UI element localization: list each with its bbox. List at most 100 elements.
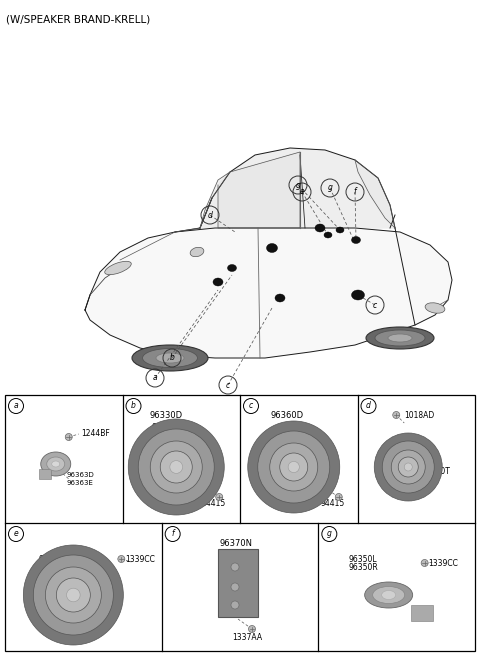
Ellipse shape <box>41 452 71 476</box>
Text: 94415: 94415 <box>321 499 345 508</box>
Circle shape <box>138 429 214 505</box>
Text: 96330D: 96330D <box>151 422 184 432</box>
Circle shape <box>216 493 223 501</box>
Text: 96363E: 96363E <box>67 480 94 486</box>
Circle shape <box>65 434 72 440</box>
Circle shape <box>280 453 308 481</box>
Text: 1339CC: 1339CC <box>429 558 458 567</box>
Ellipse shape <box>365 582 413 608</box>
Text: g: g <box>296 180 300 190</box>
Text: 96363D: 96363D <box>67 472 95 478</box>
Ellipse shape <box>315 224 325 232</box>
Text: 96350R: 96350R <box>348 562 378 571</box>
Ellipse shape <box>275 294 285 302</box>
Text: 96320T: 96320T <box>421 466 450 476</box>
Circle shape <box>118 556 125 562</box>
Text: b: b <box>169 354 174 363</box>
Polygon shape <box>85 228 452 358</box>
Text: (W/SPEAKER BRAND-KRELL): (W/SPEAKER BRAND-KRELL) <box>6 14 150 24</box>
Text: g: g <box>327 184 333 192</box>
Circle shape <box>249 626 255 632</box>
Circle shape <box>56 578 90 612</box>
Text: e: e <box>300 188 304 197</box>
Circle shape <box>67 588 80 602</box>
Text: 1339CC: 1339CC <box>125 554 155 564</box>
Ellipse shape <box>132 345 208 371</box>
Circle shape <box>128 419 224 515</box>
Text: 1018AD: 1018AD <box>404 411 434 420</box>
Circle shape <box>421 560 428 567</box>
Circle shape <box>243 398 259 413</box>
Circle shape <box>404 463 412 471</box>
Text: 96330D: 96330D <box>149 411 182 420</box>
Ellipse shape <box>105 261 131 275</box>
Ellipse shape <box>351 237 360 243</box>
Circle shape <box>248 421 340 513</box>
Text: c: c <box>249 401 253 411</box>
Ellipse shape <box>47 457 65 471</box>
Text: 1244BF: 1244BF <box>81 430 109 438</box>
Ellipse shape <box>375 330 425 346</box>
Text: f: f <box>171 529 174 539</box>
Bar <box>5 395 475 651</box>
Circle shape <box>382 441 434 493</box>
Ellipse shape <box>190 247 204 256</box>
Circle shape <box>322 527 337 541</box>
Text: c: c <box>226 380 230 390</box>
Ellipse shape <box>52 461 60 467</box>
Ellipse shape <box>388 334 412 342</box>
Ellipse shape <box>213 278 223 286</box>
Circle shape <box>270 443 318 491</box>
Ellipse shape <box>324 232 332 238</box>
Ellipse shape <box>425 303 445 313</box>
Ellipse shape <box>266 243 277 253</box>
Polygon shape <box>200 148 395 228</box>
Text: f: f <box>354 188 356 197</box>
Text: 1337AA: 1337AA <box>232 632 262 642</box>
Text: a: a <box>14 401 18 411</box>
Circle shape <box>170 461 183 474</box>
Ellipse shape <box>156 353 184 363</box>
Circle shape <box>165 527 180 541</box>
Polygon shape <box>218 152 300 228</box>
Text: d: d <box>366 401 371 411</box>
Text: 94415: 94415 <box>201 499 226 508</box>
Text: c: c <box>373 300 377 310</box>
Circle shape <box>335 493 342 501</box>
Ellipse shape <box>143 348 197 367</box>
Circle shape <box>393 411 400 419</box>
Text: a: a <box>153 373 157 382</box>
Ellipse shape <box>372 586 405 604</box>
Circle shape <box>45 567 101 623</box>
Circle shape <box>374 433 442 501</box>
Circle shape <box>9 527 24 541</box>
Circle shape <box>231 563 239 571</box>
Circle shape <box>288 461 300 472</box>
Ellipse shape <box>382 590 396 600</box>
Circle shape <box>126 398 141 413</box>
Ellipse shape <box>336 227 344 233</box>
Circle shape <box>231 583 239 591</box>
Circle shape <box>160 451 192 483</box>
Circle shape <box>361 398 376 413</box>
Bar <box>411 605 432 621</box>
Bar <box>39 469 51 479</box>
Ellipse shape <box>366 327 434 349</box>
Text: d: d <box>207 211 213 220</box>
Text: 96370N: 96370N <box>220 539 253 548</box>
Circle shape <box>33 555 113 635</box>
Circle shape <box>9 398 24 413</box>
Polygon shape <box>200 172 230 228</box>
Text: g: g <box>327 529 332 539</box>
Circle shape <box>150 441 202 493</box>
Ellipse shape <box>228 264 237 272</box>
Circle shape <box>391 450 425 484</box>
Circle shape <box>24 545 123 645</box>
Circle shape <box>231 601 239 609</box>
Polygon shape <box>355 160 395 228</box>
Circle shape <box>398 457 418 477</box>
Text: b: b <box>131 401 136 411</box>
Polygon shape <box>218 549 258 617</box>
Ellipse shape <box>351 290 364 300</box>
Circle shape <box>258 431 330 503</box>
